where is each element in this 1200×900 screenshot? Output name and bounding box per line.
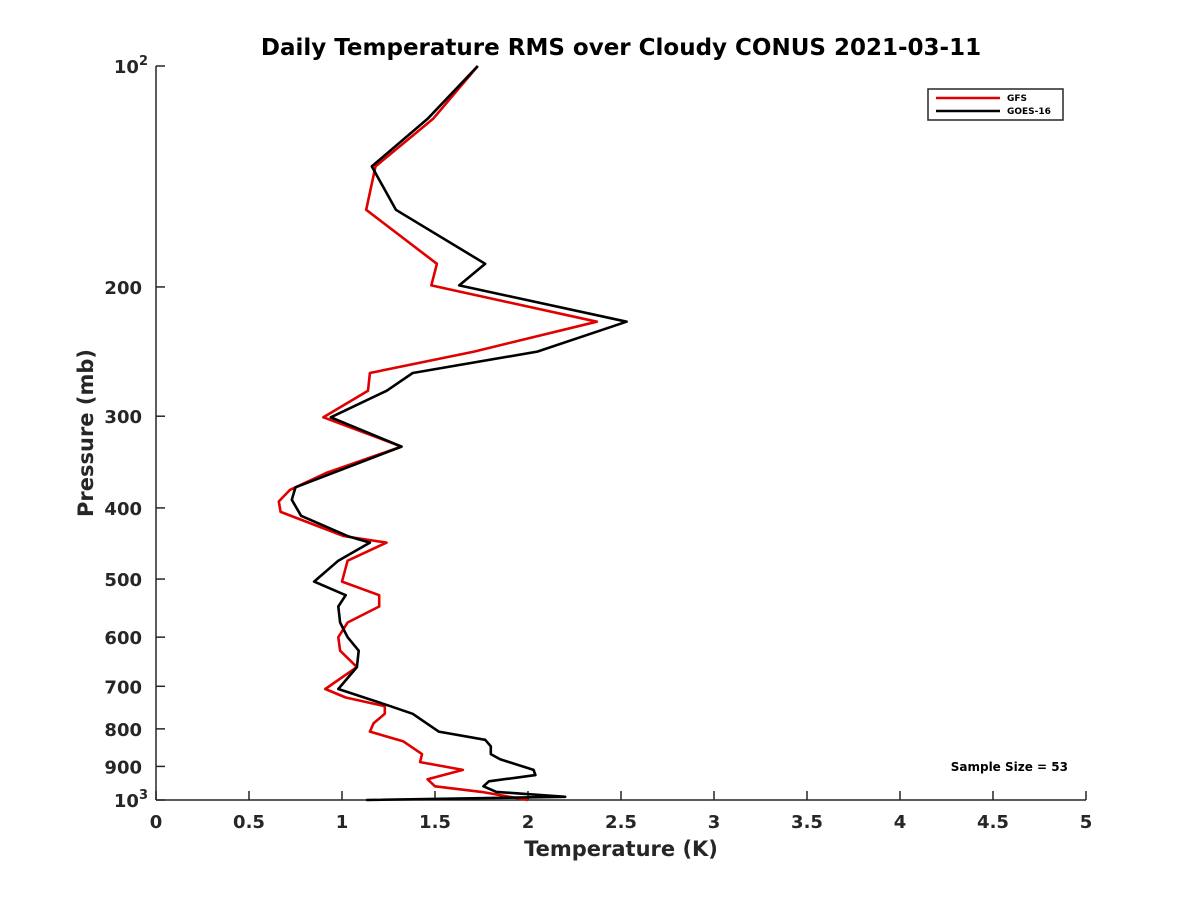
series-line-goes-16 [290, 65, 628, 802]
sample-size-annotation: Sample Size = 53 [951, 760, 1068, 774]
x-tick-label: 3.5 [791, 812, 823, 833]
legend: GFS GOES-16 [927, 88, 1064, 121]
chart-title: Daily Temperature RMS over Cloudy CONUS … [261, 35, 981, 61]
x-tick-label: 4.5 [977, 812, 1009, 833]
legend-box [927, 88, 1064, 121]
y-tick-label: 400 [104, 499, 142, 520]
x-tick-label: 5 [1080, 812, 1093, 833]
y-tick-label: 103 [114, 788, 148, 812]
y-tick-label: 500 [104, 570, 142, 591]
x-tick-label: 0.5 [233, 812, 265, 833]
y-axis: 102 200 300 400 500 600 700 800 900 103 [104, 54, 165, 812]
x-tick-label: 0 [150, 812, 163, 833]
y-tick-label: 900 [104, 757, 142, 778]
x-axis-label: Temperature (K) [524, 837, 718, 861]
y-axis-label: Pressure (mb) [74, 349, 98, 517]
x-axis: 0 0.5 1 1.5 2 2.5 3 3.5 4 4.5 5 [150, 791, 1093, 833]
y-tick-label: 200 [104, 278, 142, 299]
x-tick-label: 1.5 [419, 812, 451, 833]
series-layer [277, 65, 628, 802]
x-tick-label: 2 [522, 812, 535, 833]
x-tick-label: 2.5 [605, 812, 637, 833]
x-tick-label: 4 [894, 812, 907, 833]
y-tick-label: 600 [104, 628, 142, 649]
y-tick-label: 300 [104, 407, 142, 428]
y-tick-label: 800 [104, 720, 142, 741]
x-tick-label: 3 [708, 812, 721, 833]
y-tick-label: 102 [114, 54, 148, 78]
legend-label: GOES-16 [1007, 107, 1051, 117]
y-tick-label: 700 [104, 677, 142, 698]
legend-label: GFS [1007, 94, 1027, 104]
x-tick-label: 1 [336, 812, 349, 833]
series-line-gfs [277, 65, 599, 802]
